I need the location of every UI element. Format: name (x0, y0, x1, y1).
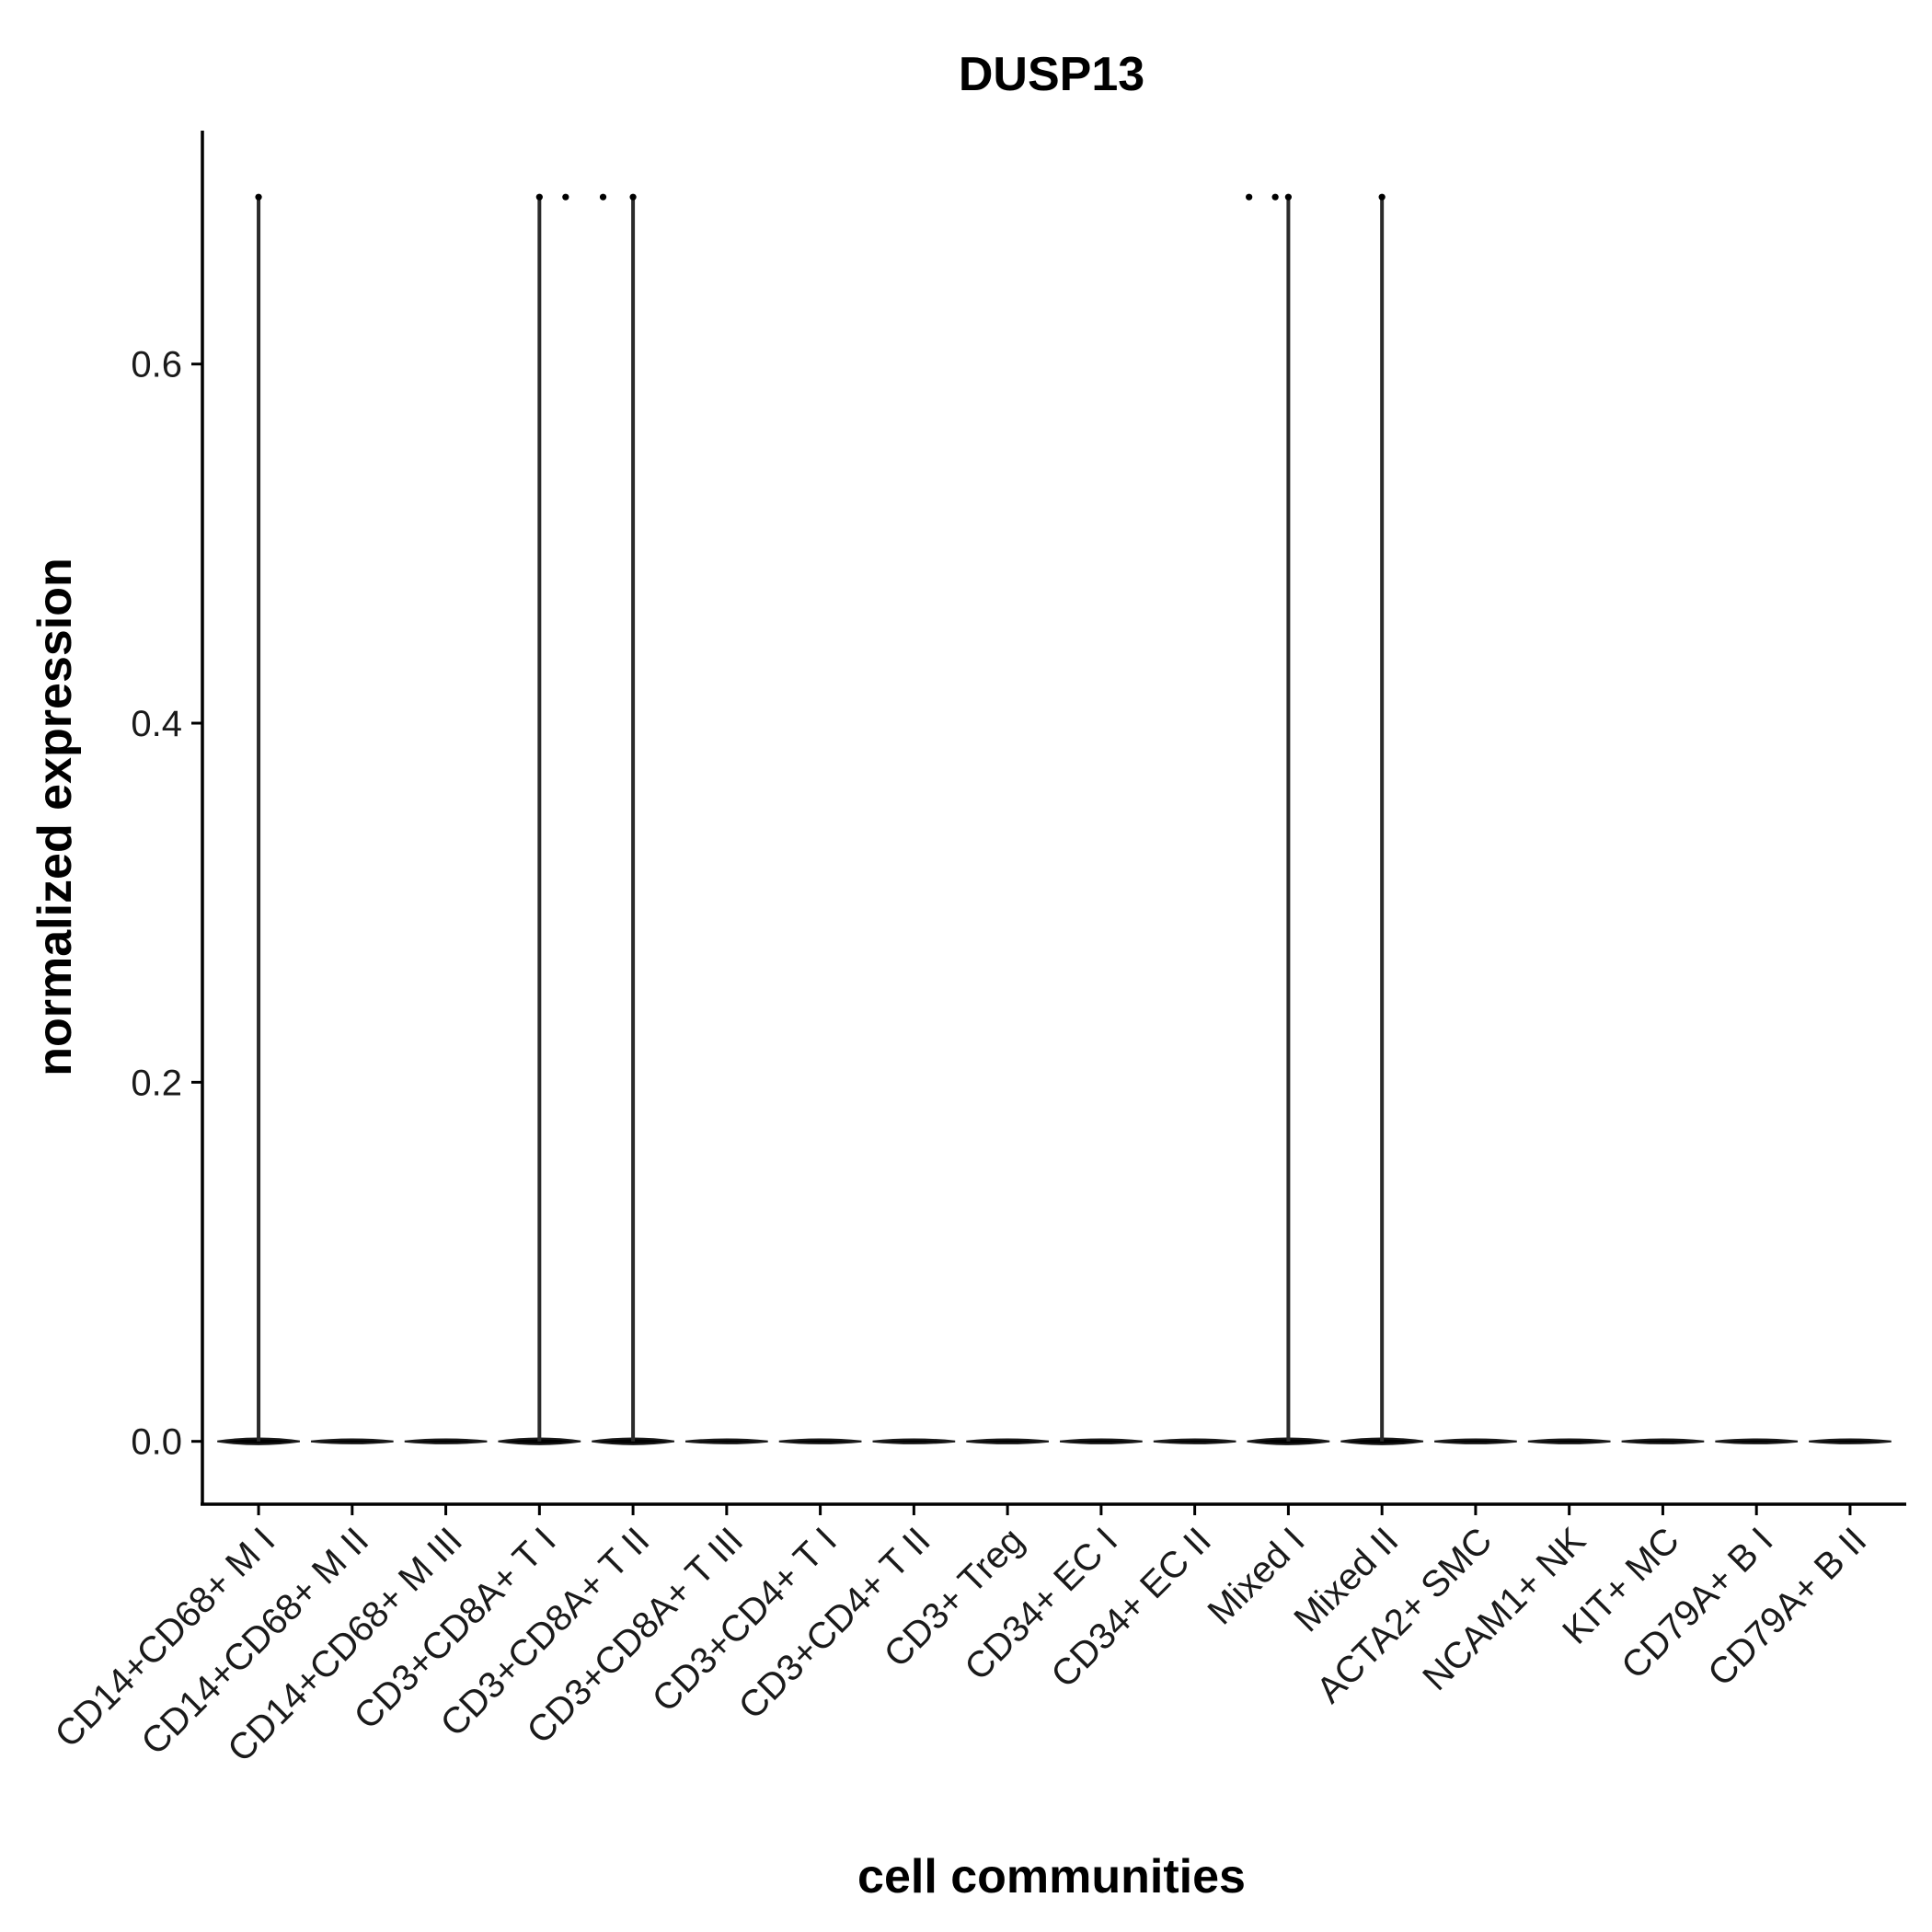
violin-cd3poscd8apos-t-iii (684, 1438, 768, 1444)
data-point (1378, 193, 1386, 201)
violin-ncam1pos-nk (1527, 1438, 1611, 1444)
violin-body (310, 1438, 394, 1444)
violin-cd3poscd8apos-t-ii (592, 197, 675, 1445)
violin-body (1060, 1438, 1143, 1444)
y-axis-title: normalized expression (29, 558, 82, 1076)
points (255, 193, 1386, 201)
violin-mixed-ii (1340, 197, 1424, 1445)
violin-cd79apos-b-i (1715, 1438, 1799, 1444)
violin-body (1621, 1438, 1705, 1444)
data-point (1284, 193, 1292, 201)
violin-acta2pos-smc (1434, 1438, 1517, 1444)
violin-body (1527, 1438, 1611, 1444)
data-point (1271, 193, 1279, 201)
violins (217, 197, 1892, 1445)
violin-cd3poscd4pos-t-i (778, 1438, 862, 1444)
violin-kitpos-mc (1621, 1438, 1705, 1444)
chart-title: DUSP13 (959, 48, 1144, 101)
violin-body (966, 1438, 1049, 1444)
y-tick-label: 0.4 (131, 704, 182, 744)
violin-body (872, 1438, 956, 1444)
data-point (562, 193, 569, 201)
violin-body (1809, 1438, 1892, 1444)
data-point (535, 193, 543, 201)
violin-body (1153, 1438, 1236, 1444)
violin-cd14poscd68pos-m-ii (310, 1438, 394, 1444)
y-axis-ticks: 0.0 0.2 0.4 0.6 (131, 345, 202, 1463)
violin-cd3pos-treg (966, 1438, 1049, 1444)
violin-mixed-i (1247, 197, 1330, 1445)
y-tick-label: 0.0 (131, 1422, 182, 1463)
data-point (629, 193, 637, 201)
violin-body (1434, 1438, 1517, 1444)
y-tick-label: 0.2 (131, 1063, 182, 1103)
violin-cd34pos-ec-ii (1153, 1438, 1236, 1444)
violin-cd79apos-b-ii (1809, 1438, 1892, 1444)
violin-cd3poscd4pos-t-ii (872, 1438, 956, 1444)
violin-body (404, 1438, 488, 1444)
data-point (599, 193, 607, 201)
violin-cd3poscd8apos-t-i (498, 197, 581, 1445)
violin-body (778, 1438, 862, 1444)
x-tick-label: NCAM1+ NK (1415, 1520, 1593, 1698)
violin-cd14poscd68pos-m-i (217, 197, 300, 1445)
violin-body (684, 1438, 768, 1444)
x-axis-title: cell communities (857, 1850, 1246, 1903)
violin-cd34pos-ec-i (1060, 1438, 1143, 1444)
data-point (255, 193, 262, 201)
data-point (1246, 193, 1253, 201)
y-tick-label: 0.6 (131, 345, 182, 385)
violin-body (1715, 1438, 1799, 1444)
violin-cd14poscd68pos-m-iii (404, 1438, 488, 1444)
